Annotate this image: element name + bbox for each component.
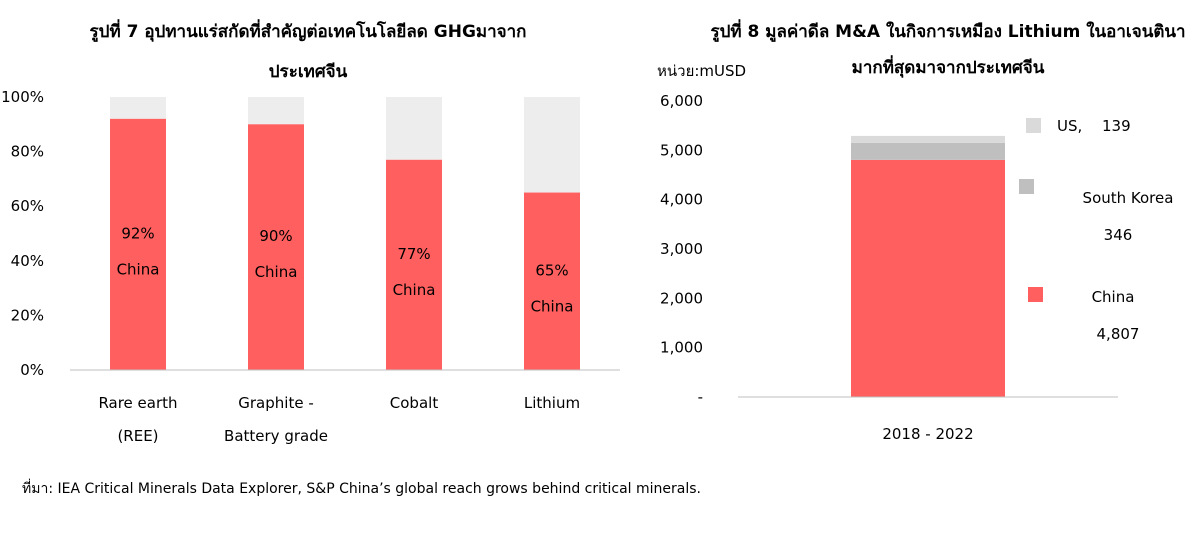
chart7-bar-china bbox=[110, 118, 166, 370]
chart8-unit-label: หน่วย:mUSD bbox=[657, 62, 746, 80]
chart8-y-axis: - 1,000 2,000 3,000 4,000 5,000 6,000 bbox=[660, 92, 703, 406]
chart7-y-tick-label: 0% bbox=[20, 361, 44, 379]
chart7-y-tick-label: 20% bbox=[11, 306, 44, 324]
chart7-bars: 92% China 90% China 77% China 65% China bbox=[110, 97, 580, 370]
chart8-y-tick-label: 5,000 bbox=[660, 141, 703, 159]
chart7-data-label: 65% bbox=[535, 261, 568, 279]
chart8-y-tick-label: 2,000 bbox=[660, 289, 703, 307]
chart7-title-line1: รูปที่ 7 อุปทานแร่สกัดที่สำคัญต่อเทคโนโล… bbox=[90, 19, 527, 43]
chart7-y-tick-label: 40% bbox=[11, 252, 44, 270]
chart7-bar-china bbox=[524, 192, 580, 370]
chart7-bar-rest bbox=[110, 97, 166, 119]
chart8-y-tick-label: - bbox=[698, 388, 703, 406]
chart8-bar-segment bbox=[851, 135, 1005, 143]
chart7-series-label: China bbox=[255, 263, 298, 281]
chart8-legend: China 4,807 South Korea 346 US, 139 bbox=[1019, 117, 1173, 343]
chart7-data-label: 92% bbox=[121, 224, 154, 242]
chart7-x-axis: Rare earth (REE) Graphite - Battery grade Co… bbox=[98, 394, 580, 445]
chart-7: รูปที่ 7 อุปทานแร่สกัดที่สำคัญต่อเทคโนโล… bbox=[1, 19, 620, 445]
chart7-bar-china bbox=[386, 159, 442, 370]
chart8-legend-swatch bbox=[1028, 287, 1043, 302]
chart7-category-label: Rare earth bbox=[98, 394, 177, 412]
chart8-legend-swatch bbox=[1019, 179, 1034, 194]
chart7-category-label: Lithium bbox=[524, 394, 580, 412]
chart7-bar-rest bbox=[386, 97, 442, 160]
chart8-legend-value: 346 bbox=[1104, 226, 1133, 244]
chart7-category-label: Battery grade bbox=[224, 427, 328, 445]
chart8-legend-swatch bbox=[1026, 118, 1041, 133]
chart7-data-label: 77% bbox=[397, 245, 430, 263]
chart7-bar-rest bbox=[248, 97, 304, 125]
chart7-category-label: (REE) bbox=[117, 427, 158, 445]
chart7-y-tick-label: 60% bbox=[11, 197, 44, 215]
chart8-bar-segment bbox=[851, 142, 1005, 160]
chart8-legend-name: China bbox=[1092, 288, 1135, 306]
chart7-bar-china bbox=[248, 124, 304, 370]
chart8-bars bbox=[851, 135, 1005, 397]
chart8-y-tick-label: 3,000 bbox=[660, 240, 703, 258]
chart7-y-tick-label: 100% bbox=[1, 88, 44, 106]
chart8-bar-segment bbox=[851, 159, 1005, 397]
chart8-y-tick-label: 6,000 bbox=[660, 92, 703, 110]
chart-8: รูปที่ 8 มูลค่าดีล M&A ในกิจการเหมือง Li… bbox=[657, 19, 1186, 443]
source-note: ที่มา: IEA Critical Minerals Data Explor… bbox=[22, 481, 701, 497]
chart8-legend-value: 139 bbox=[1102, 117, 1131, 135]
chart7-data-label: 90% bbox=[259, 227, 292, 245]
chart7-category-label: Cobalt bbox=[390, 394, 439, 412]
chart8-legend-name: US, bbox=[1057, 117, 1082, 135]
chart7-category-label: Graphite - bbox=[238, 394, 313, 412]
chart7-y-axis: 0% 20% 40% 60% 80% 100% bbox=[1, 88, 44, 379]
chart7-series-label: China bbox=[393, 281, 436, 299]
chart7-y-tick-label: 80% bbox=[11, 143, 44, 161]
figure-canvas: รูปที่ 7 อุปทานแร่สกัดที่สำคัญต่อเทคโนโล… bbox=[1, 19, 1186, 445]
chart8-y-tick-label: 1,000 bbox=[660, 339, 703, 357]
chart7-bar-rest bbox=[524, 97, 580, 193]
chart7-title-line2: ประเทศจีน bbox=[269, 61, 348, 82]
chart8-legend-name: South Korea bbox=[1083, 189, 1174, 207]
chart8-y-tick-label: 4,000 bbox=[660, 191, 703, 209]
chart7-series-label: China bbox=[117, 260, 160, 278]
chart8-title-line1: รูปที่ 8 มูลค่าดีล M&A ในกิจการเหมือง Li… bbox=[710, 19, 1185, 43]
chart8-title-line2: มากที่สุดมาจากประเทศจีน bbox=[852, 55, 1045, 78]
chart7-series-label: China bbox=[531, 297, 574, 315]
chart8-category-label: 2018 - 2022 bbox=[882, 425, 973, 443]
chart8-legend-value: 4,807 bbox=[1097, 325, 1140, 343]
